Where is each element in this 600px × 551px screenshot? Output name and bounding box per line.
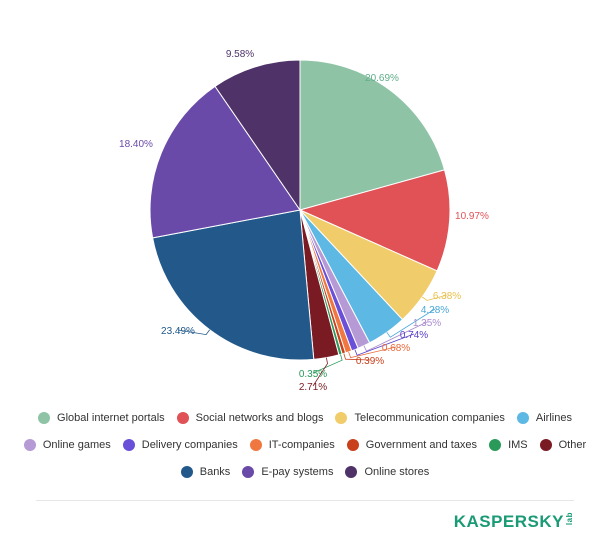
- connector-telecommunication-companies: [421, 294, 448, 301]
- legend-marker: [180, 466, 193, 478]
- legend-label: IMS: [508, 439, 528, 451]
- legend-label: Global internet portals: [57, 412, 165, 424]
- legend-label: Delivery companies: [141, 439, 238, 451]
- data-label-e-pay-systems: 18.40%: [119, 139, 153, 150]
- pie-chart: 20.69% 10.97% 6.38% 4.28% 1.35%0.74% 0.68% 0.3…: [119, 49, 489, 393]
- legend-label: E-pay systems: [261, 466, 334, 478]
- legend-label: Banks: [199, 466, 231, 478]
- connector-airlines: [386, 308, 436, 338]
- data-label-online-games: 1.35%: [413, 318, 441, 329]
- data-label-other: 2.71%: [299, 382, 327, 393]
- data-label-telecommunication-companies: 6.38%: [433, 291, 461, 302]
- legend-row: Global internet portals Social networks a…: [38, 408, 572, 428]
- data-label-social-networks-and-blogs: 10.97%: [455, 211, 489, 222]
- legend-item-other[interactable]: Other: [539, 439, 587, 451]
- legend: Global internet portals Social networks a…: [23, 408, 586, 489]
- legend-label: Other: [558, 439, 587, 451]
- legend-marker: [249, 439, 262, 451]
- legend-label: Online games: [42, 439, 111, 451]
- pie-slice-global-internet-portals: [299, 59, 446, 211]
- connector-ims: [312, 354, 343, 374]
- pie-slice-online-stores: [214, 59, 301, 212]
- legend-label: IT-companies: [268, 439, 335, 451]
- legend-item-government-and-taxes[interactable]: Government and taxes: [346, 439, 478, 451]
- legend-row: Online games Delivery companies IT-compani…: [23, 435, 586, 455]
- legend-label: Online stores: [364, 466, 430, 478]
- pie-slice-banks: [152, 209, 315, 361]
- legend-marker: [345, 466, 358, 478]
- connector-delivery-companies: [354, 333, 415, 356]
- legend-label: Social networks and blogs: [195, 412, 324, 424]
- kaspersky-logo: KASPERSKY lab: [454, 512, 574, 532]
- logo-text: KASPERSKY: [453, 512, 564, 531]
- data-label-it-companies: 0.68%: [382, 343, 410, 354]
- legend-marker: [516, 412, 529, 424]
- legend-item-delivery-companies[interactable]: Delivery companies: [122, 439, 238, 451]
- logo-suffix: lab: [565, 512, 574, 526]
- legend-label: Telecommunication companies: [354, 412, 505, 424]
- connector-it-companies: [348, 346, 397, 359]
- connector-government-and-taxes: [343, 353, 371, 361]
- connector-other: [312, 357, 328, 387]
- legend-item-online-stores[interactable]: Online stores: [345, 466, 429, 478]
- divider: [36, 500, 574, 501]
- legend-item-social-networks-and-blogs[interactable]: Social networks and blogs: [176, 412, 324, 424]
- data-label-government-and-taxes: 0.39%: [356, 356, 384, 367]
- legend-marker: [242, 466, 255, 478]
- legend-marker: [489, 439, 502, 451]
- legend-marker: [346, 439, 359, 451]
- connector-online-games: [363, 321, 428, 352]
- legend-item-banks[interactable]: Banks: [180, 466, 231, 478]
- legend-row: Banks E-pay systems Online stores: [40, 462, 570, 482]
- legend-marker: [335, 412, 348, 424]
- legend-item-e-pay-systems[interactable]: E-pay systems: [242, 466, 333, 478]
- legend-marker: [38, 412, 51, 424]
- legend-marker: [176, 412, 189, 424]
- pie-slice-e-pay-systems: [149, 85, 301, 239]
- legend-label: Airlines: [535, 412, 572, 424]
- legend-item-global-internet-portals[interactable]: Global internet portals: [38, 412, 165, 424]
- data-label-airlines: 4.28%: [421, 305, 449, 316]
- legend-item-airlines[interactable]: Airlines: [516, 412, 572, 424]
- legend-item-ims[interactable]: IMS: [489, 439, 528, 451]
- legend-item-telecommunication-companies[interactable]: Telecommunication companies: [335, 412, 505, 424]
- legend-item-online-games[interactable]: Online games: [23, 439, 111, 451]
- connector-banks: [177, 329, 211, 336]
- legend-item-it-companies[interactable]: IT-companies: [249, 439, 335, 451]
- data-label-banks: 23.49%: [161, 326, 195, 337]
- data-label-global-internet-portals: 20.69%: [365, 73, 399, 84]
- data-label-ims: 0.35%: [299, 369, 327, 380]
- legend-marker: [539, 439, 552, 451]
- data-label-delivery-companies: 0.74%: [400, 330, 428, 341]
- legend-marker: [122, 439, 135, 451]
- pie-slice-social-networks-and-blogs: [298, 169, 451, 272]
- legend-marker: [23, 439, 36, 451]
- legend-label: Government and taxes: [365, 439, 478, 451]
- data-label-online-stores: 9.58%: [226, 49, 254, 60]
